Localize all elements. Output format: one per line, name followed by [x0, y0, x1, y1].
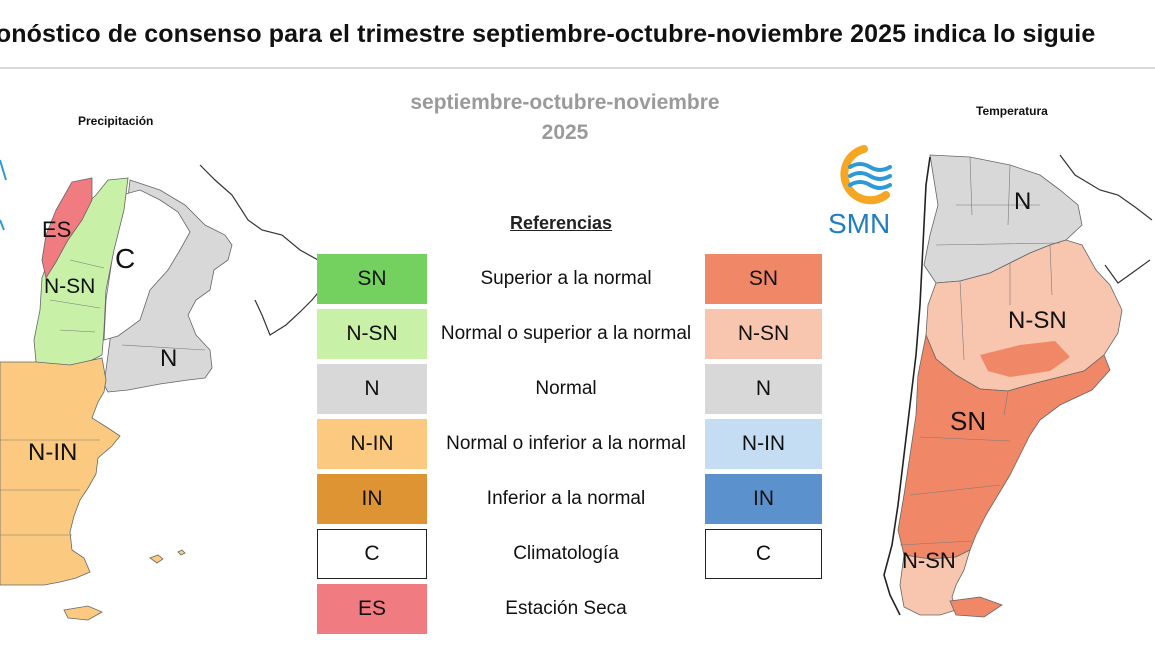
precipitation-map-title: Precipitación	[78, 114, 154, 128]
legend-temp-swatch: N	[705, 364, 822, 414]
legend-temp-swatch: C	[705, 529, 822, 579]
temp-label-nsn-south: N-SN	[902, 548, 956, 573]
legend-description: Superior a la normal	[480, 268, 652, 289]
legend-description: Inferior a la normal	[486, 488, 646, 509]
temp-region-normal-superior-south	[899, 549, 971, 616]
legend-precip-swatch: SN	[317, 254, 427, 304]
precip-province-lines	[0, 259, 206, 536]
temperature-map: N N-SN SN N-SN	[883, 154, 1153, 618]
temp-chile-coast	[883, 156, 931, 616]
header-divider	[0, 67, 1155, 69]
smn-logo-sun-icon	[840, 145, 890, 205]
smn-logo-text: SMN	[828, 208, 890, 239]
precip-label-nin: N-IN	[28, 439, 77, 466]
temp-label-n: N	[1014, 188, 1031, 215]
legend-precip-swatch: N-IN	[317, 419, 427, 469]
precip-region-normal-inferior	[0, 357, 121, 586]
legend-title: Referencias	[510, 213, 613, 233]
precip-chile-coast	[0, 159, 7, 231]
legend-row-superior: SN Superior a la normal SN	[317, 254, 822, 304]
headline: ronóstico de consenso para el trimestre …	[0, 12, 1155, 56]
precipitation-map: ES C N-SN N N-IN	[0, 159, 327, 621]
legend-description: Estación Seca	[505, 598, 627, 619]
precip-islands	[63, 549, 186, 621]
period-title-line1: septiembre-octubre-noviembre	[410, 91, 720, 114]
legend-precip-swatch: N	[317, 364, 427, 414]
precip-label-nsn: N-SN	[44, 275, 95, 298]
temp-region-superior-blotch	[980, 341, 1070, 377]
temp-label-sn: SN	[950, 406, 986, 436]
temp-label-nsn-north: N-SN	[1008, 307, 1067, 334]
legend-precip-swatch: ES	[317, 584, 427, 634]
period-title-line2: 2025	[541, 121, 589, 144]
legend-precip-swatch: N-SN	[317, 309, 427, 359]
precip-region-climatology	[103, 189, 191, 341]
precip-label-c: C	[115, 243, 135, 274]
headline-text: ronóstico de consenso para el trimestre …	[0, 20, 1096, 48]
precip-region-dry-season	[41, 177, 93, 280]
legend-row-normal-inferior: N-IN Normal o inferior a la normal N-IN	[317, 419, 822, 469]
temp-region-superior	[897, 333, 1111, 560]
legend-temp-swatch: SN	[705, 254, 822, 304]
temp-province-lines	[899, 156, 1061, 546]
legend-precip-swatch: IN	[317, 474, 427, 524]
legend-temp-swatch: N-SN	[705, 309, 822, 359]
legend-row-normal: N Normal N	[317, 364, 822, 414]
legend-temp-swatch: N-IN	[705, 419, 822, 469]
period-title: septiembre-octubre-noviembre 2025	[360, 88, 770, 148]
temp-tierra-del-fuego	[949, 596, 1003, 618]
legend-description: Climatología	[513, 543, 619, 564]
legend-row-inferior: IN Inferior a la normal IN	[317, 474, 822, 524]
legend-description: Normal o inferior a la normal	[446, 433, 686, 454]
legend-precip-swatch: C	[317, 529, 427, 579]
smn-logo-wave-icon	[848, 162, 892, 190]
precip-label-es: ES	[42, 217, 71, 242]
precip-neighbor-coast	[199, 164, 327, 336]
smn-logo: SMN	[828, 145, 892, 239]
legend-row-normal-superior: N-SN Normal o superior a la normal N-SN	[317, 309, 822, 359]
legend-row-climatology: C Climatología C	[317, 529, 822, 579]
legend-row-dry-season: ES Estación Seca	[317, 584, 822, 634]
legend-description: Normal o superior a la normal	[440, 323, 692, 344]
legend-temp-swatch: IN	[705, 474, 822, 524]
temp-neighbor-coast	[1059, 154, 1153, 284]
precip-label-n: N	[160, 345, 177, 372]
temperature-map-title: Temperatura	[976, 104, 1048, 118]
legend-description: Normal	[535, 378, 597, 399]
